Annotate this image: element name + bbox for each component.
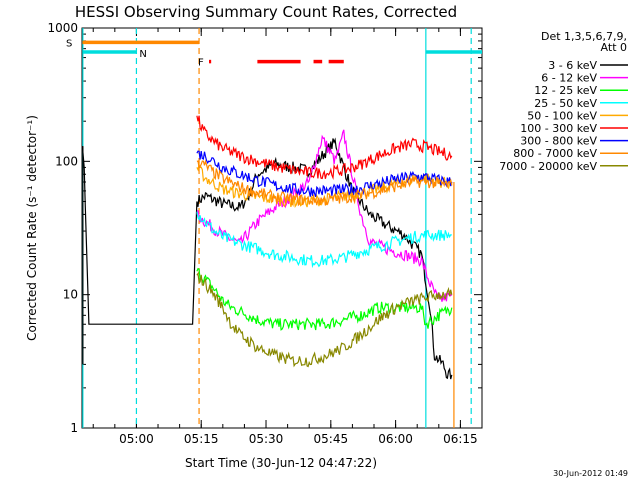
flag-label-f: F (198, 58, 204, 69)
legend-header-2: Att 0 (601, 41, 627, 54)
flag-label: N (139, 49, 146, 60)
series-line-0 (81, 137, 453, 380)
x-tick-label: 06:15 (443, 432, 478, 446)
series-line-3 (196, 211, 452, 269)
timestamp: 30-Jun-2012 01:49 (553, 469, 628, 478)
flag-label: S (66, 38, 72, 49)
legend-label: 300 - 800 keV (520, 135, 597, 148)
legend-label: 100 - 300 keV (520, 122, 597, 135)
legend-label: 7000 - 20000 keV (499, 160, 597, 173)
plot-frame (81, 27, 483, 429)
series-line-7 (196, 159, 453, 207)
y-tick-label: 1000 (47, 21, 78, 35)
chart-title: HESSI Observing Summary Count Rates, Cor… (75, 3, 457, 21)
series-line-8 (196, 271, 453, 368)
x-tick-label: 05:00 (119, 432, 154, 446)
series-line-6 (196, 150, 453, 197)
x-axis-label: Start Time (30-Jun-12 04:47:22) (185, 456, 377, 470)
plot-area: 1 10 100 1000 05:00 05:15 05:30 05:45 06:00 06:15… (47, 21, 628, 446)
legend-label: 800 - 7000 keV (513, 147, 597, 160)
series-line-5 (196, 115, 453, 181)
x-tick-label: 05:30 (249, 432, 284, 446)
y-axis-label: Corrected Count Rate (s⁻¹ detector⁻¹) (25, 115, 39, 341)
x-tick-label: 05:15 (184, 432, 219, 446)
series-line-1 (196, 129, 453, 302)
y-tick-label: 10 (63, 288, 78, 302)
legend-label: 3 - 6 keV (548, 59, 597, 72)
legend-label: 12 - 25 keV (534, 84, 597, 97)
legend-label: 25 - 50 keV (534, 97, 597, 110)
legend-header-1: Det 1,3,5,6,7,9, (541, 30, 627, 43)
x-tick-label: 05:45 (314, 432, 349, 446)
y-tick-label: 100 (55, 154, 78, 168)
series-line-2 (196, 267, 453, 331)
legend-label: 6 - 12 keV (541, 72, 597, 85)
legend-label: 50 - 100 keV (527, 109, 597, 122)
y-tick-label: 1 (70, 421, 78, 435)
x-tick-label: 06:00 (378, 432, 413, 446)
